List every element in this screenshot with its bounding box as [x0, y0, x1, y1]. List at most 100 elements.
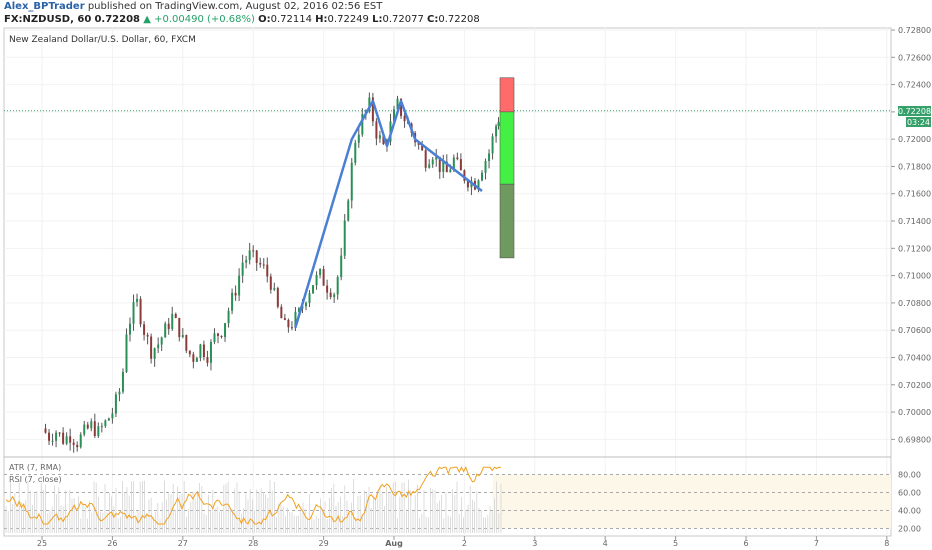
- candle-body: [252, 250, 255, 252]
- candle-body: [477, 180, 480, 190]
- candle-body: [224, 323, 227, 338]
- candle-body: [206, 357, 209, 363]
- candle-body: [213, 333, 216, 342]
- author-link[interactable]: Alex_BPTrader: [4, 1, 85, 12]
- price-tick-label: 0.72600: [898, 53, 931, 62]
- time-tick-label: 4: [603, 539, 608, 548]
- chart-title: New Zealand Dollar/U.S. Dollar, 60, FXCM: [9, 35, 196, 45]
- candle-body: [357, 134, 360, 143]
- candle-body: [104, 420, 107, 427]
- position-tool[interactable]: [499, 77, 515, 259]
- candle-body: [354, 142, 357, 163]
- candle-body: [431, 159, 434, 165]
- target-zone: [499, 111, 515, 185]
- candle-body: [382, 135, 385, 145]
- price-tick-label: 0.71600: [898, 190, 931, 199]
- quote-bar: FX:NZDUSD, 60 0.72208 ▲ +0.00490 (+0.68%…: [4, 13, 480, 26]
- candle-body: [44, 428, 47, 433]
- time-tick-label: 2: [462, 539, 467, 548]
- grid-lines: [4, 28, 891, 536]
- price-tick-label: 0.71200: [898, 244, 931, 253]
- candle-body: [424, 150, 427, 168]
- time-tick-label: 26: [107, 539, 117, 548]
- rsi-tick-label: 60.00: [898, 489, 921, 498]
- candle-body: [297, 308, 300, 312]
- candle-body: [69, 436, 72, 443]
- price-tick-label: 0.70800: [898, 299, 931, 308]
- open-label: O:: [258, 14, 271, 25]
- trend-lines[interactable]: [294, 99, 483, 328]
- candle-body: [495, 126, 498, 137]
- candle-body: [403, 116, 406, 122]
- candle-body: [202, 344, 205, 358]
- time-tick-label: 27: [178, 539, 188, 548]
- candle-body: [347, 200, 350, 221]
- candle-body: [393, 109, 395, 122]
- candle-body: [245, 259, 248, 263]
- price-tick-label: 0.71800: [898, 162, 931, 171]
- candle-body: [452, 157, 455, 170]
- time-badge-text: 03:24: [907, 118, 930, 127]
- candle-body: [466, 180, 469, 188]
- candle-body: [76, 444, 79, 448]
- candle-body: [83, 424, 86, 435]
- candle-body: [227, 310, 230, 324]
- candle-body: [220, 335, 223, 338]
- time-tick-label: 5: [673, 539, 678, 548]
- rsi-tick-label: 20.00: [898, 525, 921, 534]
- candle-body: [491, 136, 494, 154]
- time-tick-label: 3: [532, 539, 537, 548]
- candle-body: [449, 169, 452, 173]
- candle-body: [136, 298, 139, 303]
- candle-body: [132, 302, 135, 324]
- candle-body: [287, 319, 290, 328]
- candle-body: [143, 324, 146, 335]
- candle-body: [90, 421, 93, 429]
- candle-body: [107, 418, 110, 421]
- candle-body: [199, 344, 202, 358]
- extended-zone: [499, 183, 515, 259]
- price-axis: 0.728000.726000.724000.722000.720000.718…: [891, 26, 931, 444]
- candle-body: [93, 421, 96, 437]
- price-tick-label: 0.71000: [898, 272, 931, 281]
- candle-body: [79, 434, 82, 448]
- candle-body: [435, 156, 438, 160]
- candle-body: [174, 313, 177, 318]
- candle-body: [459, 159, 462, 171]
- candle-body: [171, 313, 174, 330]
- candle-body: [231, 292, 234, 311]
- time-axis: 2526272829Aug2345678910: [37, 536, 889, 548]
- time-tick-label: 7: [814, 539, 819, 548]
- candle-body: [55, 432, 58, 441]
- last-price-badge: 0.72208: [898, 106, 931, 116]
- time-tick-label: 25: [37, 539, 47, 548]
- candle-body: [428, 164, 431, 168]
- candle-body: [280, 306, 283, 319]
- candle-body: [192, 354, 195, 362]
- candles: [44, 92, 503, 453]
- candle-body: [195, 357, 198, 362]
- candle-body: [118, 391, 121, 395]
- candle-body: [178, 317, 181, 338]
- candle-body: [262, 264, 265, 266]
- candle-body: [160, 337, 163, 345]
- rsi-tick-label: 80.00: [898, 471, 921, 480]
- close-label: C:: [427, 14, 439, 25]
- candle-body: [234, 292, 237, 296]
- candle-body: [497, 122, 500, 127]
- candle-body: [319, 269, 322, 276]
- change-value: ▲ +0.00490 (+0.68%): [143, 14, 255, 25]
- candle-body: [111, 413, 114, 419]
- price-tick-label: 0.70400: [898, 353, 931, 362]
- candle-body: [484, 161, 487, 173]
- candle-body: [361, 113, 364, 135]
- candle-body: [125, 334, 128, 372]
- candle-body: [157, 344, 160, 349]
- chart-frame: [3, 27, 892, 537]
- candle-body: [150, 336, 153, 359]
- candle-body: [100, 426, 103, 428]
- rsi-pane: 80.00 60.00 40.00 20.00: [4, 466, 921, 534]
- candle-body: [255, 250, 258, 263]
- time-badge: 03:24: [906, 117, 931, 127]
